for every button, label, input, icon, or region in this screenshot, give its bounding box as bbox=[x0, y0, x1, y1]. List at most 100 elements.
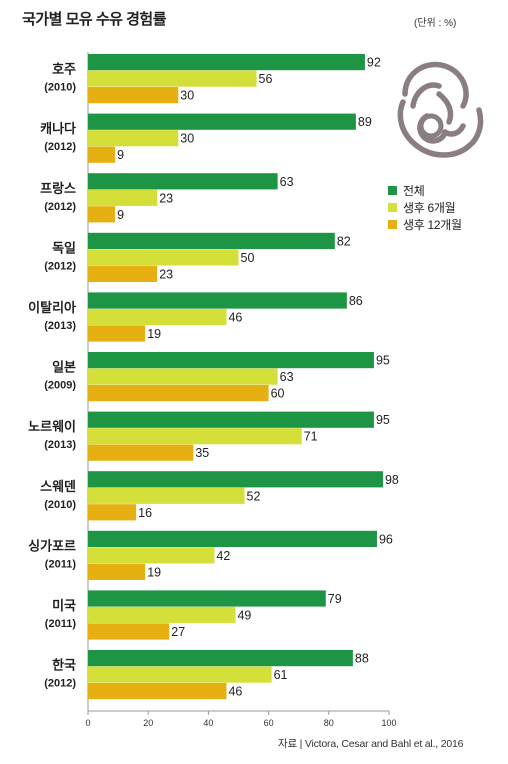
bar bbox=[88, 87, 179, 104]
x-tick-label: 100 bbox=[381, 718, 396, 728]
bar bbox=[88, 232, 335, 249]
legend: 전체 생후 6개월 생후 12개월 bbox=[388, 182, 462, 233]
bar bbox=[88, 428, 302, 445]
data-label: 23 bbox=[159, 191, 173, 205]
category-label: 싱가포르 bbox=[28, 538, 76, 553]
data-label: 61 bbox=[274, 668, 288, 682]
x-tick-label: 0 bbox=[85, 718, 90, 728]
x-tick-label: 40 bbox=[203, 718, 213, 728]
bar bbox=[88, 173, 278, 190]
bar bbox=[88, 530, 377, 547]
data-label: 35 bbox=[195, 446, 209, 460]
category-label: 독일 bbox=[52, 240, 76, 255]
legend-item-12-months: 생후 12개월 bbox=[388, 216, 462, 233]
bar bbox=[88, 308, 227, 326]
unit-label: (단위 : %) bbox=[414, 18, 457, 29]
data-label: 95 bbox=[376, 413, 390, 427]
category-label: 이탈리아 bbox=[28, 300, 76, 315]
bar bbox=[88, 444, 194, 461]
source-note: 자료 | Victora, Cesar and Bahl et al., 201… bbox=[278, 738, 464, 750]
data-label: 98 bbox=[385, 473, 399, 487]
bar bbox=[88, 130, 179, 147]
data-label: 82 bbox=[337, 234, 351, 248]
data-label: 46 bbox=[228, 685, 242, 699]
bar bbox=[88, 411, 374, 428]
bar bbox=[88, 606, 236, 624]
bar bbox=[88, 352, 374, 369]
bar bbox=[88, 487, 245, 504]
x-tick-label: 80 bbox=[324, 718, 334, 728]
data-label: 60 bbox=[271, 387, 285, 401]
data-label: 89 bbox=[358, 115, 372, 129]
legend-label: 생후 12개월 bbox=[403, 218, 462, 232]
data-label: 27 bbox=[171, 625, 185, 639]
data-label: 56 bbox=[259, 72, 273, 86]
legend-swatch-12-months bbox=[388, 220, 397, 229]
bar bbox=[88, 54, 365, 71]
category-label: 프랑스 bbox=[40, 181, 76, 196]
data-label: 9 bbox=[117, 208, 124, 222]
bar bbox=[88, 325, 146, 342]
bar bbox=[88, 547, 215, 564]
data-label: 30 bbox=[180, 89, 194, 103]
data-label: 42 bbox=[216, 549, 230, 563]
category-label: 노르웨이 bbox=[28, 419, 76, 434]
data-label: 23 bbox=[159, 267, 173, 281]
bar bbox=[88, 471, 383, 488]
legend-swatch-total bbox=[388, 186, 397, 195]
category-label: 미국 bbox=[52, 598, 76, 613]
data-label: 49 bbox=[237, 609, 251, 623]
category-label: 스웨덴 bbox=[40, 479, 76, 494]
data-label: 86 bbox=[349, 294, 363, 308]
category-year: (2012) bbox=[44, 678, 76, 690]
data-label: 92 bbox=[367, 56, 381, 70]
legend-label: 생후 6개월 bbox=[403, 201, 456, 215]
data-label: 50 bbox=[241, 251, 255, 265]
bar bbox=[88, 265, 158, 282]
x-tick-label: 20 bbox=[143, 718, 153, 728]
data-label: 9 bbox=[117, 148, 124, 162]
bar bbox=[88, 146, 116, 163]
bar bbox=[88, 206, 116, 223]
category-year: (2013) bbox=[44, 320, 76, 332]
bar bbox=[88, 683, 227, 700]
data-label: 63 bbox=[280, 370, 294, 384]
data-label: 79 bbox=[328, 592, 342, 606]
data-label: 19 bbox=[147, 327, 161, 341]
category-label: 일본 bbox=[52, 360, 76, 375]
bar bbox=[88, 70, 257, 87]
legend-swatch-6-months bbox=[388, 203, 397, 212]
data-label: 16 bbox=[138, 506, 152, 520]
category-label: 한국 bbox=[52, 658, 76, 673]
category-year: (2010) bbox=[44, 499, 76, 511]
chart-title: 국가별 모유 수유 경험률 bbox=[22, 11, 167, 28]
category-year: (2011) bbox=[45, 558, 77, 570]
bar bbox=[88, 249, 239, 266]
data-label: 52 bbox=[247, 489, 261, 503]
category-year: (2011) bbox=[45, 618, 77, 630]
data-label: 63 bbox=[280, 175, 294, 189]
bar bbox=[88, 666, 272, 683]
bar bbox=[88, 292, 347, 309]
category-year: (2012) bbox=[44, 260, 76, 272]
data-label: 95 bbox=[376, 354, 390, 368]
category-year: (2009) bbox=[44, 380, 76, 392]
data-label: 19 bbox=[147, 565, 161, 579]
bar bbox=[88, 385, 269, 402]
category-label: 호주 bbox=[52, 62, 76, 77]
x-tick-label: 60 bbox=[264, 718, 274, 728]
legend-item-6-months: 생후 6개월 bbox=[388, 199, 462, 216]
category-year: (2010) bbox=[44, 82, 76, 94]
bar bbox=[88, 563, 146, 580]
legend-item-total: 전체 bbox=[388, 182, 462, 199]
data-label: 30 bbox=[180, 132, 194, 146]
bar bbox=[88, 189, 158, 206]
category-year: (2012) bbox=[44, 141, 76, 153]
legend-label: 전체 bbox=[403, 184, 425, 198]
category-label: 캐나다 bbox=[40, 121, 76, 136]
data-label: 96 bbox=[379, 532, 393, 546]
data-label: 88 bbox=[355, 652, 369, 666]
category-year: (2013) bbox=[44, 439, 76, 451]
bar bbox=[88, 368, 278, 385]
